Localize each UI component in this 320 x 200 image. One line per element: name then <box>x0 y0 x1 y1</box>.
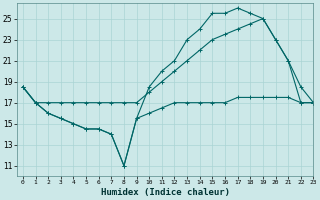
X-axis label: Humidex (Indice chaleur): Humidex (Indice chaleur) <box>100 188 229 197</box>
